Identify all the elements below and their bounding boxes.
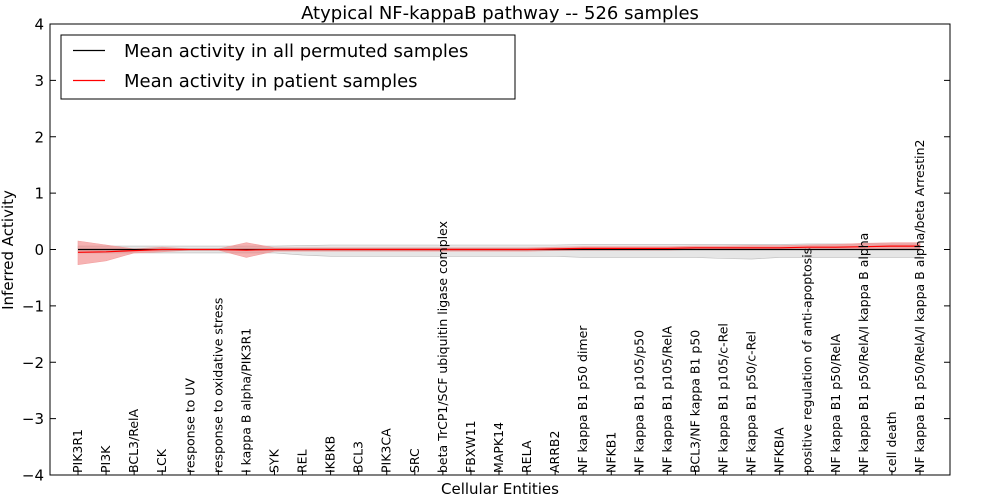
x-tick-label: REL — [295, 449, 310, 473]
x-tick-label: response to UV — [182, 378, 197, 473]
x-tick-label: I kappa B alpha/PIK3R1 — [238, 328, 253, 473]
y-tick-label: −2 — [22, 354, 44, 372]
x-tick-label: NF kappa B1 p50/c-Rel — [744, 331, 759, 473]
x-tick-label: SRC — [407, 448, 422, 473]
x-tick-label: NF kappa B1 p50 dimer — [575, 325, 590, 473]
x-tick-label: cell death — [884, 411, 899, 473]
legend-label-patient: Mean activity in patient samples — [124, 71, 418, 92]
x-tick-label: NF kappa B1 p50/RelA/I kappa B alpha — [856, 233, 871, 473]
x-tick-label: MAPK14 — [491, 422, 506, 473]
x-tick-label: RELA — [519, 440, 534, 473]
x-tick-label: NF kappa B1 p105/RelA — [659, 326, 674, 473]
patient-mean-line — [77, 245, 920, 253]
plot-area — [49, 23, 951, 476]
x-tick-label: FBXW11 — [463, 420, 478, 473]
x-tick-label: NF kappa B1 p50/RelA — [828, 333, 843, 473]
x-tick-label: BCL3/NF kappa B1 p50 — [688, 330, 703, 473]
chart-title: Atypical NF-kappaB pathway -- 526 sample… — [301, 3, 699, 24]
x-tick-label: beta TrCP1/SCF ubiquitin ligase complex — [435, 221, 450, 473]
x-tick-label: PIK3R1 — [70, 429, 85, 473]
x-tick-label: BCL3/RelA — [126, 409, 141, 473]
y-tick-label: 3 — [34, 72, 44, 90]
x-tick-label: ARRB2 — [547, 431, 562, 473]
y-tick-label: 2 — [34, 128, 44, 146]
x-tick-label: LCK — [154, 448, 169, 473]
y-tick-label: 0 — [34, 241, 44, 259]
x-tick-label: BCL3 — [351, 441, 366, 473]
y-tick-label: 4 — [34, 16, 44, 34]
x-tick-label: response to oxidative stress — [210, 298, 225, 473]
x-tick-label: SYK — [267, 448, 282, 473]
x-tick-label: NF kappa B1 p105/c-Rel — [716, 323, 731, 473]
x-tick-label: NF kappa B1 p50/RelA/I kappa B alpha/bet… — [912, 140, 927, 474]
x-tick-label: PI3K — [98, 445, 113, 473]
y-axis-label: Inferred Activity — [0, 190, 17, 310]
x-tick-label: NFKB1 — [603, 432, 618, 473]
y-tick-label: −1 — [22, 297, 44, 315]
x-tick-label: positive regulation of anti-apoptosis — [800, 248, 815, 473]
y-tick-label: −3 — [22, 410, 44, 428]
legend-box — [60, 34, 516, 100]
legend: Mean activity in all permuted samples Me… — [60, 34, 516, 100]
x-tick-label: NF kappa B1 p105/p50 — [631, 330, 646, 473]
x-tick-label: IKBKB — [323, 436, 338, 473]
y-tick-label: 1 — [34, 185, 44, 203]
x-tick-label: PIK3CA — [379, 428, 394, 473]
x-axis-label: Cellular Entities — [441, 480, 559, 498]
y-tick-label: −4 — [22, 467, 44, 485]
legend-label-permuted: Mean activity in all permuted samples — [124, 41, 468, 62]
x-tick-label: NFKBIA — [772, 427, 787, 473]
